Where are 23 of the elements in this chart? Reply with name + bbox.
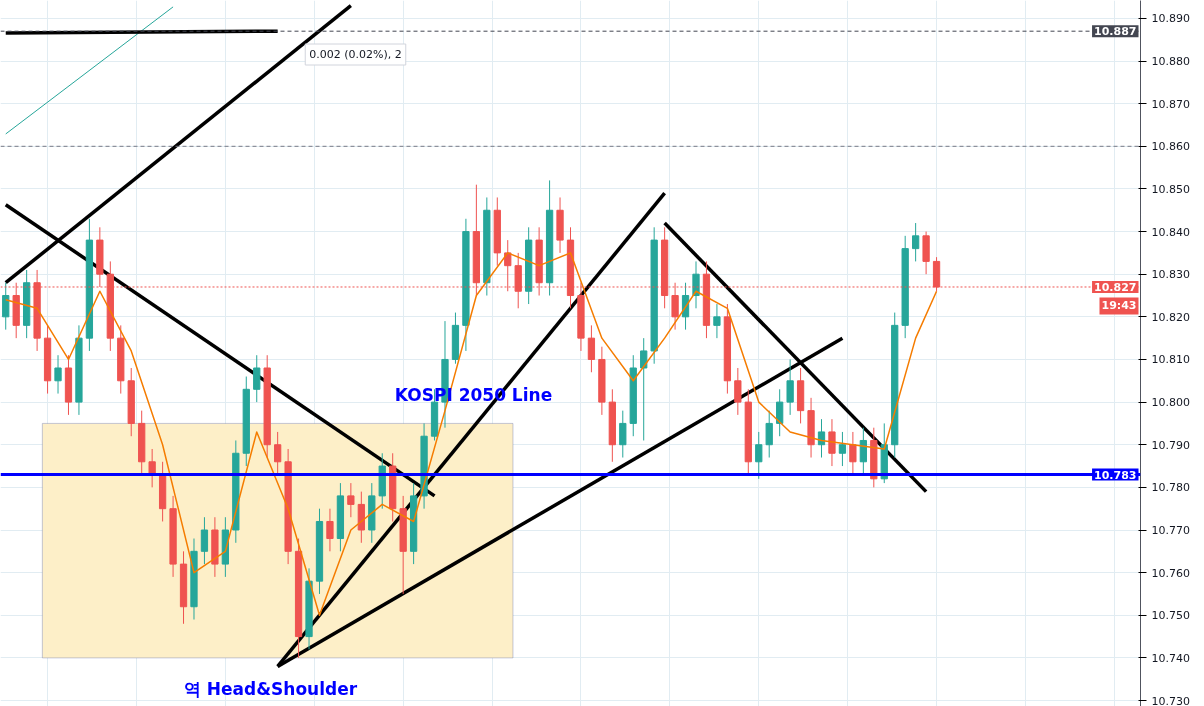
y-tick-label: 10.840	[1151, 225, 1190, 239]
y-tick-label: 10.870	[1151, 97, 1190, 111]
y-tick-label: 10.820	[1151, 310, 1190, 324]
y-tick-label: 10.760	[1151, 566, 1190, 580]
y-tick-label: 10.850	[1151, 182, 1190, 196]
y-tick-label: 10.730	[1151, 694, 1190, 706]
ref-line-label: 10.827	[1094, 280, 1137, 294]
y-tick-label: 10.810	[1151, 353, 1190, 367]
y-tick-label: 10.860	[1151, 140, 1190, 154]
y-tick-label: 10.890	[1151, 12, 1190, 26]
y-tick-label: 10.880	[1151, 55, 1190, 69]
y-tick-label: 10.830	[1151, 268, 1190, 282]
annotation: 19:43	[1101, 299, 1137, 313]
ref-line-label: 10.783	[1094, 468, 1137, 482]
y-tick-label: 10.750	[1151, 609, 1190, 623]
y-tick-label: 10.740	[1151, 651, 1190, 665]
y-tick-label: 10.800	[1151, 396, 1190, 410]
annotation: 0.002 (0.02%), 2	[309, 48, 402, 61]
ref-line-label: 10.887	[1094, 25, 1137, 39]
annotation: 역 Head&Shoulder	[183, 678, 358, 699]
y-tick-label: 10.770	[1151, 524, 1190, 537]
y-tick-label: 10.780	[1151, 481, 1190, 495]
y-tick-label: 10.790	[1151, 438, 1190, 452]
